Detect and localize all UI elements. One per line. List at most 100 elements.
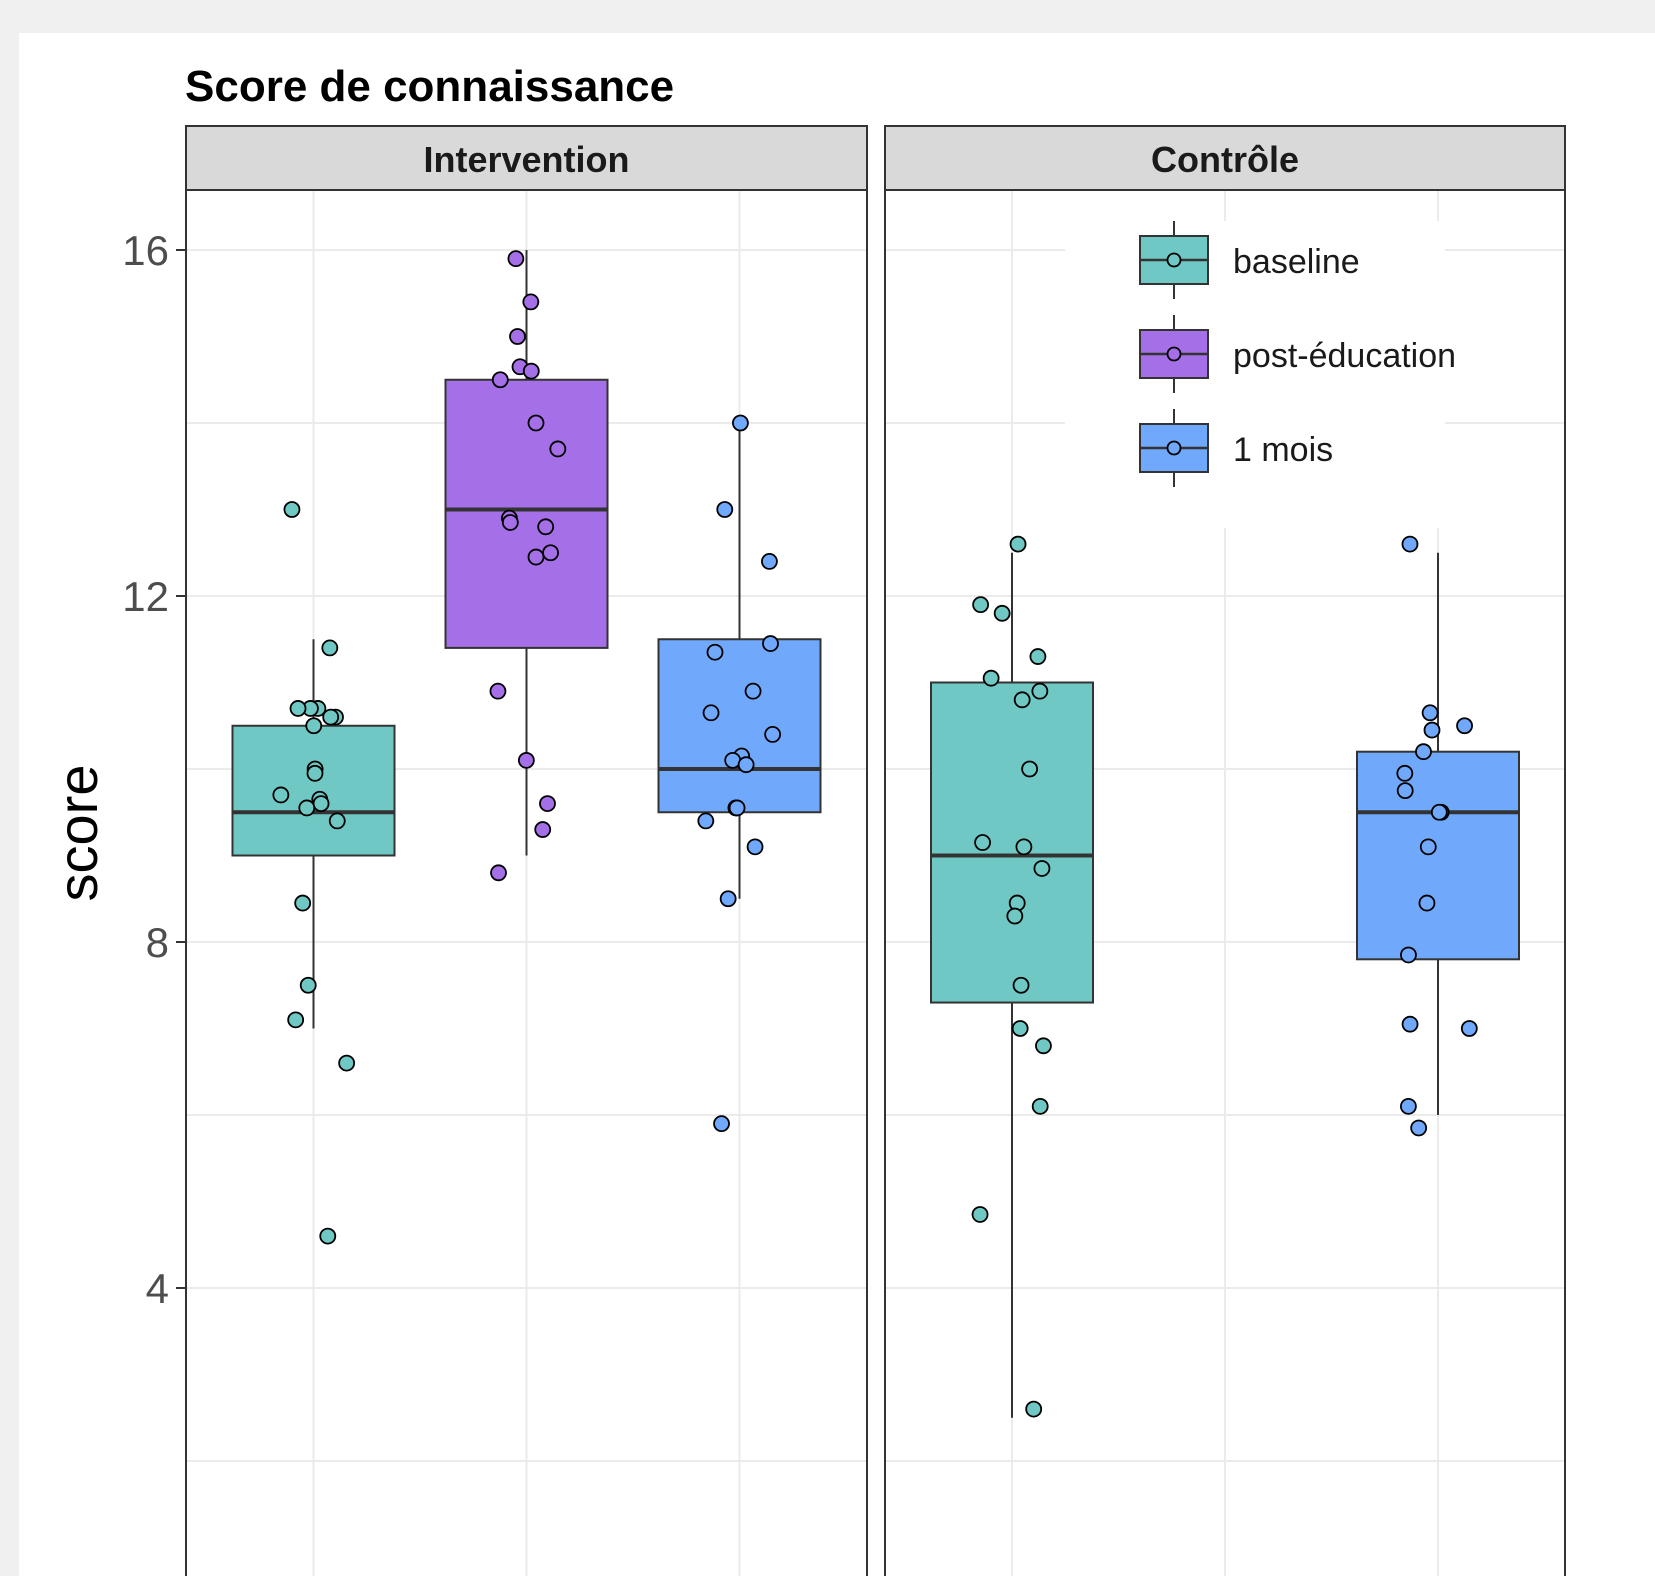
facet-label: Contrôle (1151, 139, 1299, 180)
data-point (287, 1011, 305, 1029)
data-point (1015, 838, 1033, 856)
data-point (1421, 704, 1439, 722)
box-1 mois (657, 638, 822, 814)
data-point (501, 514, 519, 531)
data-point (322, 708, 340, 726)
y-tick-label: 12 (122, 573, 169, 620)
data-point (982, 669, 1000, 687)
panel-border (185, 189, 868, 1576)
data-point (298, 799, 316, 817)
data-point (1009, 535, 1027, 553)
data-point (328, 812, 346, 830)
plot-area: Intervention Contrôle 4 8 12 16 baseline post… (19, 33, 1655, 1576)
data-point (1035, 1037, 1052, 1055)
data-point (1400, 946, 1417, 964)
data-point (283, 501, 301, 518)
data-point (974, 834, 991, 851)
facet-strip (884, 125, 1566, 191)
box-1 mois (1356, 750, 1520, 961)
data-point (1430, 803, 1448, 821)
data-point (971, 1206, 989, 1223)
legend-label: 1 mois (1233, 431, 1333, 469)
data-point (338, 1054, 356, 1072)
data-point (702, 704, 720, 722)
data-point (732, 414, 749, 432)
data-point (744, 682, 762, 700)
data-point (1006, 907, 1024, 925)
data-point (549, 440, 567, 458)
legend-key-point (1166, 252, 1182, 268)
data-point (993, 604, 1011, 622)
data-point (1400, 1097, 1417, 1115)
data-point (489, 682, 507, 700)
data-point (1031, 682, 1049, 700)
legend-label: baseline (1233, 243, 1360, 281)
facet-label: Intervention (423, 139, 629, 180)
data-point (1021, 760, 1039, 778)
boxes (231, 250, 1520, 1418)
data-point (764, 726, 782, 743)
data-point (697, 812, 715, 830)
data-point (306, 764, 324, 782)
data-point (746, 838, 764, 856)
data-point (1012, 976, 1030, 994)
data-point (305, 717, 323, 735)
y-axis: 4 8 12 16 (122, 227, 186, 1312)
data-point (1460, 1020, 1478, 1037)
data-point (522, 293, 540, 311)
data-point (1418, 894, 1436, 912)
data-point (1401, 535, 1419, 553)
data-point (713, 1115, 730, 1133)
legend-key-point (1166, 346, 1182, 362)
data-point (1033, 860, 1051, 877)
data-point (1013, 691, 1031, 709)
data-point (1031, 1097, 1049, 1115)
data-point (321, 639, 339, 657)
data-point (1456, 717, 1473, 735)
box-baseline (231, 724, 396, 857)
data-point (972, 596, 990, 614)
data-point (706, 643, 724, 661)
data-point (1029, 648, 1047, 665)
legend-key-point (1166, 440, 1182, 456)
data-point (1011, 1020, 1029, 1037)
legend: baseline post-éducation 1 mois (1065, 221, 1456, 528)
data-point (1415, 743, 1432, 761)
data-point (1423, 721, 1441, 739)
data-point (509, 328, 526, 345)
legend-label: post-éducation (1233, 337, 1456, 375)
data-point (522, 362, 540, 380)
data-point (534, 821, 552, 838)
data-point (491, 371, 509, 389)
box-post-éducation (444, 378, 609, 649)
data-point (737, 756, 755, 774)
data-point (490, 864, 507, 882)
data-point (539, 795, 556, 812)
data-point (762, 635, 779, 652)
data-points (272, 250, 1478, 1418)
data-point (719, 890, 737, 908)
legend-background (1065, 221, 1445, 528)
chart-title: Score de connaissance (185, 62, 674, 111)
y-axis-title: score (46, 765, 109, 902)
data-point (294, 894, 312, 912)
data-point (1419, 838, 1437, 856)
data-point (1396, 782, 1414, 800)
y-tick-label: 16 (122, 227, 169, 274)
data-point (527, 548, 545, 566)
y-tick-label: 8 (146, 919, 169, 966)
data-point (542, 544, 559, 562)
data-point (312, 795, 330, 812)
data-point (537, 518, 555, 536)
data-point (517, 751, 535, 769)
data-point (1401, 1015, 1419, 1033)
data-point (289, 700, 307, 717)
panel-frames: Intervention Contrôle (185, 125, 1566, 1576)
boxplot-chart: Intervention Contrôle 4 8 12 16 baseline post… (46, 62, 1566, 1576)
box-baseline (930, 681, 1094, 1004)
data-point (319, 1227, 337, 1245)
data-point (1025, 1400, 1043, 1418)
data-point (507, 250, 525, 268)
data-point (1410, 1119, 1428, 1137)
y-tick-label: 4 (146, 1265, 169, 1312)
